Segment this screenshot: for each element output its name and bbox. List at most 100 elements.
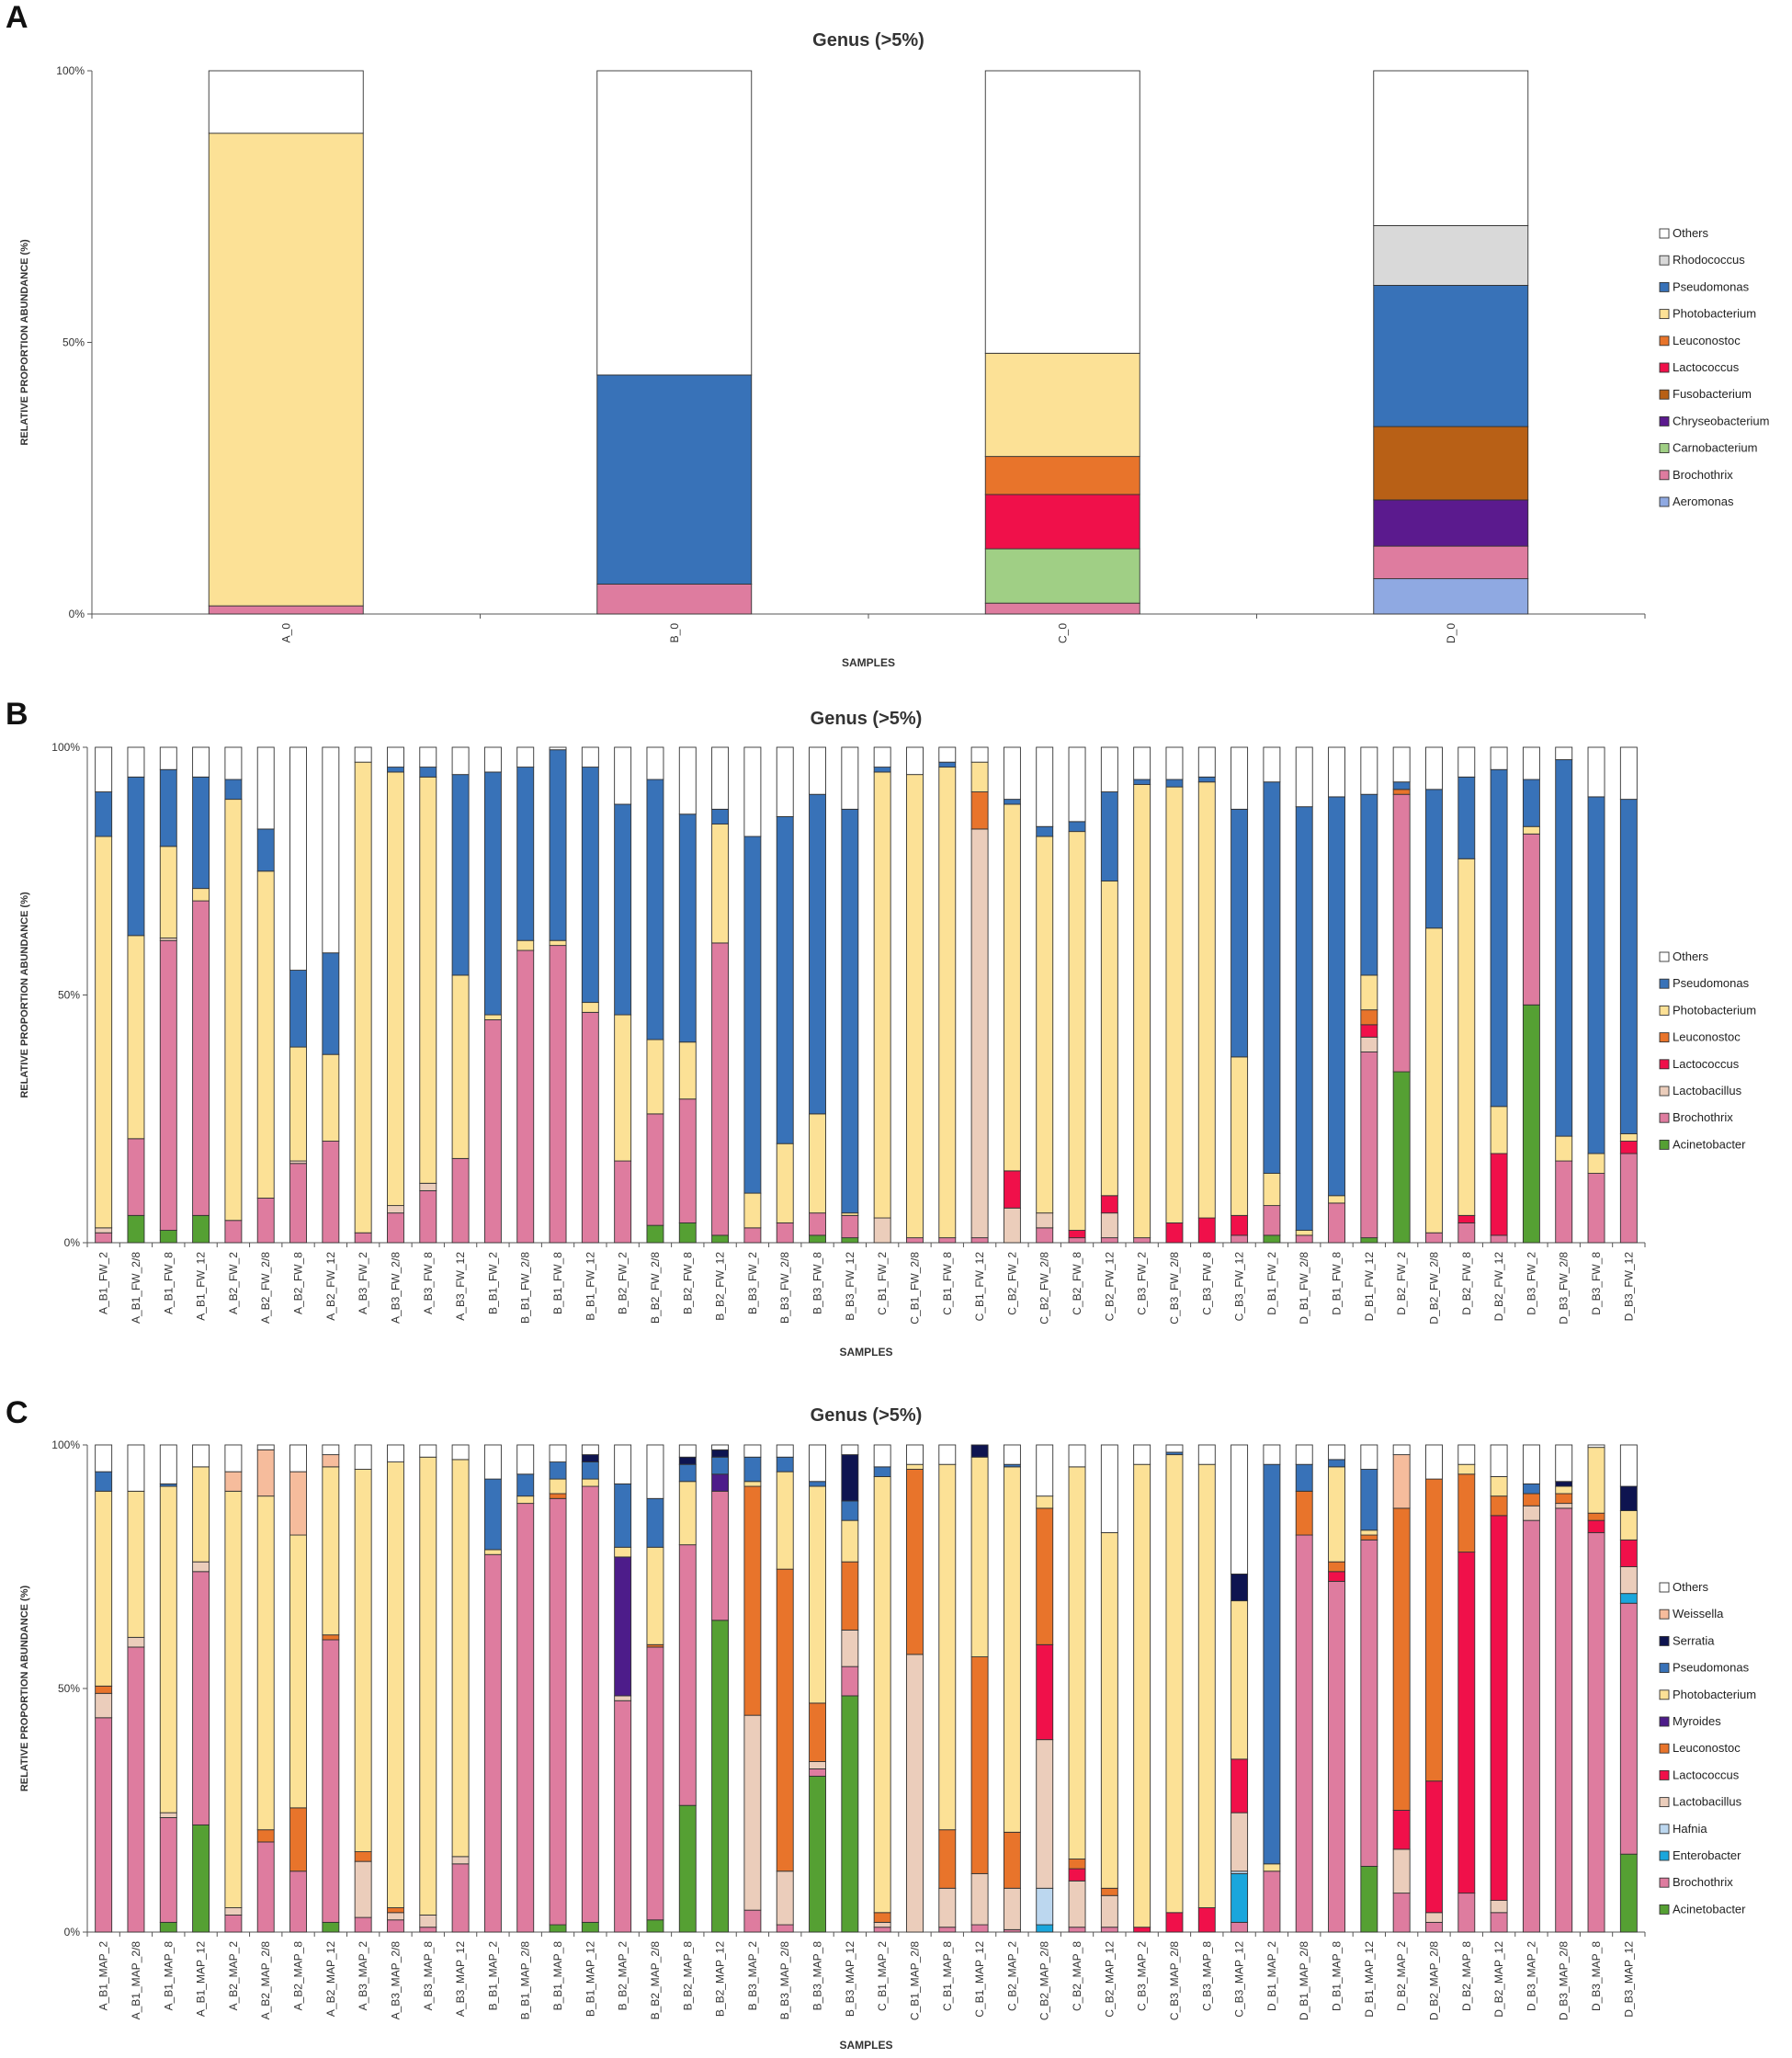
bar-segment-photobacterium xyxy=(1587,1153,1605,1174)
bar-segment-photobacterium xyxy=(159,846,177,938)
bar-segment-leuconostoc xyxy=(1425,1478,1443,1782)
bar-segment-brochothrix xyxy=(1231,1234,1249,1244)
bar-segment-brochothrix xyxy=(419,1927,437,1933)
bar-b-b3-map-12 xyxy=(841,1444,859,1933)
bar-d-b1-map-12 xyxy=(1360,1444,1378,1933)
bar-segment-others xyxy=(1328,746,1345,798)
bar-segment-leuconostoc xyxy=(1036,1507,1054,1645)
legend-swatch-others xyxy=(1659,951,1670,962)
legend-label-brochothrix: Brochothrix xyxy=(1673,1110,1733,1124)
x-tick-label: B_B3_FW_2/8 xyxy=(778,1252,791,1324)
bar-a-b1-map-2-8 xyxy=(127,1444,145,1933)
bar-segment-photobacterium xyxy=(1619,1132,1638,1142)
bar-segment-photobacterium xyxy=(289,1046,307,1162)
x-tick-label: C_B1_FW_12 xyxy=(973,1252,986,1322)
bar-segment-brochothrix xyxy=(1360,1539,1378,1867)
bar-d-b3-map-2-8 xyxy=(1555,1444,1573,1933)
bar-segment-others xyxy=(95,1444,113,1472)
bar-segment-photobacterium xyxy=(1100,1531,1118,1889)
bar-segment-lactobacillus xyxy=(419,1914,437,1928)
x-tick-label: C_B3_MAP_8 xyxy=(1200,1941,1213,2011)
bar-segment-photobacterium xyxy=(127,1490,145,1638)
bar-segment-pseudomonas xyxy=(1068,821,1086,833)
x-tick-label: A_B2_FW_2/8 xyxy=(259,1252,272,1324)
bar-a-0 xyxy=(208,70,364,615)
bar-segment-others xyxy=(549,746,567,751)
bar-segment-others xyxy=(1360,746,1378,795)
bar-segment-photobacterium xyxy=(938,767,957,1239)
legend-label-brochothrix: Brochothrix xyxy=(1673,1875,1733,1889)
bar-segment-lactobacillus xyxy=(1425,1912,1443,1923)
bar-a-b1-fw-12 xyxy=(192,746,210,1244)
bar-segment-others xyxy=(809,1444,826,1483)
bar-d-b3-map-2 xyxy=(1522,1444,1540,1933)
bar-segment-leuconostoc xyxy=(1068,1859,1086,1870)
bar-segment-pseudomonas xyxy=(256,828,275,872)
bar-d-b3-map-8 xyxy=(1587,1444,1605,1933)
bar-a-b3-fw-8 xyxy=(419,746,437,1244)
bar-segment-others xyxy=(1197,746,1216,778)
bar-segment-pseudomonas xyxy=(1522,1483,1540,1495)
bar-a-b3-fw-12 xyxy=(451,746,470,1244)
bar-segment-brochothrix xyxy=(1587,1531,1605,1933)
x-tick-label: C_B2_FW_8 xyxy=(1071,1252,1083,1315)
bar-segment-lactobacillus xyxy=(95,1227,113,1234)
bar-segment-others xyxy=(711,746,730,810)
x-tick-label: D_B3_FW_2 xyxy=(1525,1252,1537,1315)
bar-segment-lactobacillus xyxy=(1036,1739,1054,1889)
bar-segment-lactococcus xyxy=(1457,1552,1476,1894)
bar-segment-others xyxy=(354,1444,372,1470)
bar-segment-rhodococcus xyxy=(1373,224,1529,286)
bar-segment-photobacterium xyxy=(809,1485,826,1704)
legend-label-leuconostoc: Leuconostoc xyxy=(1673,334,1741,347)
legend-swatch-fusobacterium xyxy=(1659,389,1670,400)
bar-a-b3-map-8 xyxy=(419,1444,437,1933)
legend-swatch-photobacterium xyxy=(1659,1005,1670,1016)
bar-d-b1-fw-2 xyxy=(1263,746,1281,1244)
bar-segment-brochothrix xyxy=(743,1909,762,1933)
bar-segment-photobacterium xyxy=(549,1478,567,1495)
bar-segment-pseudomonas xyxy=(451,774,470,976)
bar-segment-photobacterium xyxy=(970,1456,989,1658)
x-tick-label: A_B1_MAP_2 xyxy=(97,1941,110,2011)
bar-segment-brochothrix xyxy=(614,1160,632,1244)
bar-segment-brochothrix xyxy=(322,1639,340,1923)
bar-segment-leuconostoc xyxy=(906,1469,924,1655)
bar-segment-pseudomonas xyxy=(581,1461,599,1480)
bar-segment-others xyxy=(743,1444,762,1458)
bar-segment-photobacterium xyxy=(581,1478,599,1487)
bar-segment-acinetobacter xyxy=(678,1804,697,1933)
legend-swatch-brochothrix xyxy=(1659,1877,1670,1888)
bar-segment-brochothrix xyxy=(159,939,177,1231)
bar-segment-photobacterium xyxy=(776,1471,794,1570)
bar-segment-photobacterium xyxy=(678,1481,697,1546)
bar-segment-others xyxy=(646,746,664,780)
bar-segment-brochothrix xyxy=(581,1011,599,1244)
bar-segment-serratia xyxy=(1231,1573,1249,1602)
bar-segment-leuconostoc xyxy=(322,1634,340,1641)
bar-b-b3-map-2-8 xyxy=(776,1444,794,1933)
bar-segment-brochothrix xyxy=(387,1919,404,1933)
bar-segment-others xyxy=(322,1444,340,1456)
bar-segment-brochothrix xyxy=(711,1490,730,1621)
bar-segment-photobacterium xyxy=(743,1192,762,1229)
bar-c-b2-fw-8 xyxy=(1068,746,1086,1244)
bar-segment-others xyxy=(419,1444,437,1458)
bar-segment-pseudomonas xyxy=(1522,779,1540,827)
x-tick-label: A_B1_MAP_8 xyxy=(162,1941,175,2011)
bar-c-b3-fw-2 xyxy=(1133,746,1151,1244)
bar-segment-acinetobacter xyxy=(1360,1237,1378,1244)
bar-a-b2-fw-12 xyxy=(322,746,340,1244)
legend-label-serratia: Serratia xyxy=(1673,1633,1715,1647)
bar-segment-acinetobacter xyxy=(841,1237,859,1244)
bar-c-b2-fw-2-8 xyxy=(1036,746,1054,1244)
bar-a-b1-fw-8 xyxy=(159,746,177,1244)
bar-segment-carnobacterium xyxy=(984,548,1140,604)
bar-segment-pseudomonas xyxy=(1360,793,1378,976)
bar-segment-others xyxy=(159,1444,177,1484)
bar-segment-others xyxy=(1036,1444,1054,1497)
legend-swatch-acinetobacter xyxy=(1659,1139,1670,1150)
bar-a-b2-fw-2-8 xyxy=(256,746,275,1244)
bar-segment-others xyxy=(192,746,210,778)
bar-segment-lactococcus xyxy=(1036,1643,1054,1741)
